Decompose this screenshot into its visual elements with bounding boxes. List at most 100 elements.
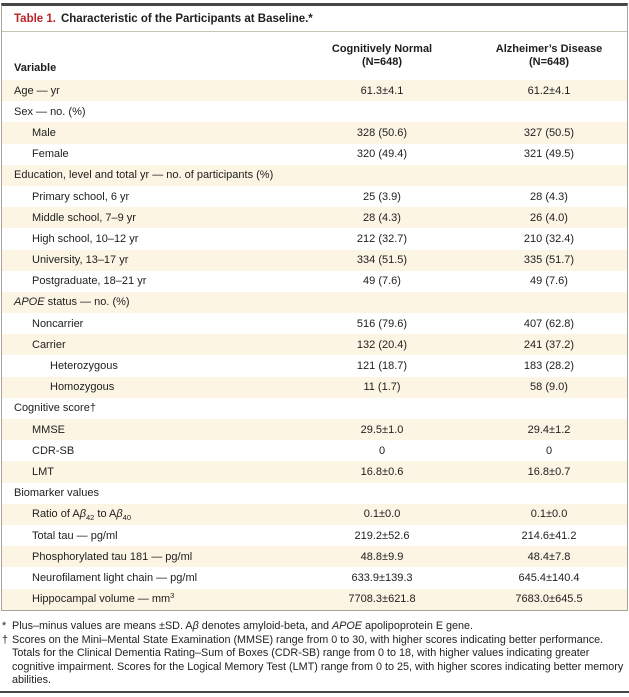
column-header-line: Alzheimer’s Disease — [495, 43, 603, 55]
row-value-alzheimers-disease: 29.4±1.2 — [527, 423, 571, 436]
row-value-cognitively-normal: 28 (4.3) — [363, 211, 401, 224]
table-row: Carrier 132 (20.4) 241 (37.2) — [2, 334, 627, 356]
footnote-marker: * — [2, 620, 7, 632]
table-number-label: Table 1. — [14, 12, 56, 25]
table-row: Sex — no. (%) — [2, 101, 627, 122]
row-label: APOE status — no. (%) — [14, 296, 130, 309]
row-value-cognitively-normal: 0 — [378, 444, 386, 457]
row-label: Heterozygous — [50, 360, 118, 373]
row-label: Cognitive score† — [14, 402, 96, 415]
table-row: Homozygous 11 (1.7) 58 (9.0) — [2, 376, 627, 398]
row-label: University, 13–17 yr — [32, 254, 129, 267]
table-row: Noncarrier 516 (79.6) 407 (62.8) — [2, 313, 627, 334]
row-value-alzheimers-disease: 0.1±0.0 — [530, 508, 568, 521]
row-label: Total tau — pg/ml — [32, 529, 118, 542]
row-label: Ratio of Aβ42 to Aβ40 — [32, 508, 132, 521]
row-value-alzheimers-disease: 48.4±7.8 — [527, 550, 571, 563]
column-header-n: (N=648) — [528, 56, 570, 68]
row-value-alzheimers-disease: 214.6±41.2 — [521, 529, 577, 542]
table-row: Middle school, 7–9 yr 28 (4.3) 26 (4.0) — [2, 207, 627, 229]
row-value-alzheimers-disease: 7683.0±645.5 — [515, 593, 583, 606]
table-row: LMT 16.8±0.6 16.8±0.7 — [2, 461, 627, 483]
row-label: Middle school, 7–9 yr — [32, 211, 136, 224]
table-row: Neurofilament light chain — pg/ml 633.9±… — [2, 567, 627, 588]
row-value-cognitively-normal: 219.2±52.6 — [354, 529, 410, 542]
row-value-cognitively-normal: 25 (3.9) — [363, 190, 401, 203]
table-row: CDR-SB 0 0 — [2, 440, 627, 461]
row-value-cognitively-normal: 633.9±139.3 — [351, 571, 413, 584]
row-value-alzheimers-disease: 0 — [545, 444, 553, 457]
bottom-rule — [0, 691, 629, 693]
row-value-alzheimers-disease: 16.8±0.7 — [527, 465, 571, 478]
column-header-alzheimers-disease: Alzheimer’s Disease (N=648) — [461, 32, 627, 80]
row-label: Noncarrier — [32, 317, 84, 330]
row-label: Male — [32, 126, 56, 139]
table-row: University, 13–17 yr 334 (51.5) 335 (51.… — [2, 249, 627, 271]
row-label: Primary school, 6 yr — [32, 190, 130, 203]
table-row: APOE status — no. (%) — [2, 291, 627, 314]
footnote-text: Plus–minus values are means ±SD. Aβ deno… — [12, 620, 474, 632]
row-label: Biomarker values — [14, 487, 99, 500]
row-value-cognitively-normal: 320 (49.4) — [356, 148, 408, 161]
row-value-alzheimers-disease: 645.4±140.4 — [518, 571, 580, 584]
row-value-cognitively-normal: 11 (1.7) — [363, 381, 401, 394]
column-header-cognitively-normal: Cognitively Normal (N=648) — [303, 32, 461, 80]
table-box: Table 1. Characteristic of the Participa… — [1, 3, 628, 611]
row-value-cognitively-normal: 48.8±9.9 — [360, 550, 404, 563]
row-value-alzheimers-disease: 321 (49.5) — [523, 148, 575, 161]
row-label: Homozygous — [50, 381, 115, 394]
row-value-cognitively-normal: 7708.3±621.8 — [348, 593, 416, 606]
row-value-cognitively-normal: 29.5±1.0 — [360, 423, 404, 436]
table-body: Age — yr 61.3±4.1 61.2±4.1 Sex — no. (%)… — [2, 80, 627, 610]
table-row: Male 328 (50.6) 327 (50.5) — [2, 122, 627, 144]
table-row: Cognitive score† — [2, 398, 627, 419]
row-value-cognitively-normal: 516 (79.6) — [356, 317, 408, 330]
table-row: Hippocampal volume — mm3 7708.3±621.8 76… — [2, 588, 627, 610]
row-value-alzheimers-disease: 241 (37.2) — [523, 338, 575, 351]
row-label: LMT — [32, 465, 54, 478]
row-value-alzheimers-disease: 407 (62.8) — [523, 317, 575, 330]
row-value-cognitively-normal: 0.1±0.0 — [363, 508, 401, 521]
row-value-alzheimers-disease: 58 (9.0) — [530, 381, 568, 394]
row-label: Hippocampal volume — mm3 — [32, 593, 175, 606]
table-column-headers: Variable Cognitively Normal (N=648) Alzh… — [2, 32, 627, 80]
column-header-line: Cognitively Normal — [331, 43, 433, 55]
row-value-cognitively-normal: 121 (18.7) — [356, 360, 408, 373]
footnote-text: Scores on the Mini–Mental State Examinat… — [12, 633, 624, 687]
row-label: Phosphorylated tau 181 — pg/ml — [32, 550, 193, 563]
table-row: Age — yr 61.3±4.1 61.2±4.1 — [2, 80, 627, 102]
row-value-cognitively-normal: 61.3±4.1 — [360, 84, 404, 97]
row-value-alzheimers-disease: 183 (28.2) — [523, 360, 575, 373]
row-label: Carrier — [32, 338, 66, 351]
row-value-cognitively-normal: 132 (20.4) — [356, 338, 408, 351]
table-row: MMSE 29.5±1.0 29.4±1.2 — [2, 419, 627, 441]
row-value-cognitively-normal: 16.8±0.6 — [360, 465, 404, 478]
row-label: Female — [32, 148, 69, 161]
row-value-cognitively-normal: 212 (32.7) — [356, 232, 408, 245]
table-row: Ratio of Aβ42 to Aβ40 0.1±0.0 0.1±0.0 — [2, 503, 627, 525]
row-value-alzheimers-disease: 26 (4.0) — [530, 211, 568, 224]
row-label: Postgraduate, 18–21 yr — [32, 275, 147, 288]
row-label: Age — yr — [14, 84, 60, 97]
row-label: MMSE — [32, 423, 65, 436]
table-row: Female 320 (49.4) 321 (49.5) — [2, 144, 627, 165]
row-label: Neurofilament light chain — pg/ml — [32, 571, 198, 584]
column-header-n: (N=648) — [361, 56, 403, 68]
table-row: Education, level and total yr — no. of p… — [2, 164, 627, 186]
row-value-alzheimers-disease: 335 (51.7) — [523, 254, 575, 267]
table-row: Biomarker values — [2, 483, 627, 504]
footnote-marker: † — [2, 633, 9, 646]
row-label: High school, 10–12 yr — [32, 232, 139, 245]
footnote: † Scores on the Mini–Mental State Examin… — [2, 634, 627, 688]
row-value-cognitively-normal: 49 (7.6) — [363, 275, 401, 288]
table-row: Phosphorylated tau 181 — pg/ml 48.8±9.9 … — [2, 546, 627, 568]
row-value-alzheimers-disease: 49 (7.6) — [530, 275, 568, 288]
row-label: CDR-SB — [32, 444, 75, 457]
column-header-variable: Variable — [14, 62, 57, 74]
table-row: Heterozygous 121 (18.7) 183 (28.2) — [2, 355, 627, 376]
table-title-text: Characteristic of the Participants at Ba… — [60, 12, 313, 25]
table-row: Postgraduate, 18–21 yr 49 (7.6) 49 (7.6) — [2, 271, 627, 292]
row-value-cognitively-normal: 328 (50.6) — [356, 126, 408, 139]
row-value-alzheimers-disease: 61.2±4.1 — [527, 84, 571, 97]
